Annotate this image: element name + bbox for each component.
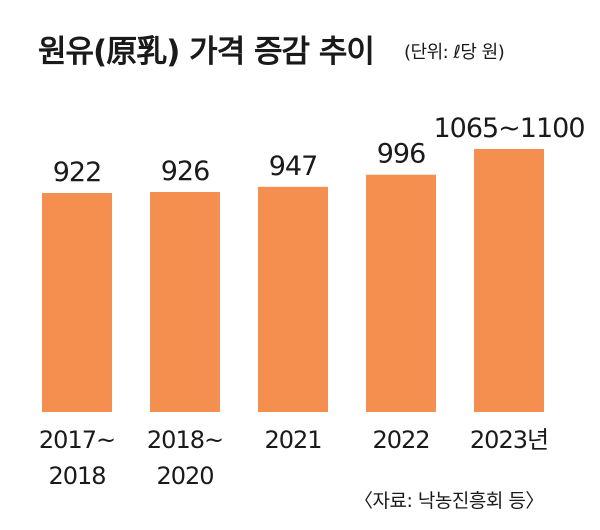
bar-2: [258, 186, 328, 412]
bar-3: [366, 174, 436, 412]
bar-1: [150, 192, 220, 412]
category-label-0-1: 2018: [48, 462, 105, 490]
value-label-1: 926: [161, 156, 210, 187]
category-label-1-0: 2018~: [147, 426, 223, 454]
bar-0: [42, 193, 112, 412]
category-label-2-0: 2021: [264, 426, 321, 454]
chart-title: 원유(原乳) 가격 증감 추이: [38, 34, 375, 70]
unit-note: (단위: ℓ당 원): [404, 42, 505, 63]
category-label-4-0: 2023년: [470, 426, 548, 454]
value-label-4: 1065~1100: [433, 113, 584, 144]
category-label-3-0: 2022: [372, 426, 429, 454]
value-label-0: 922: [53, 157, 102, 188]
value-label-2: 947: [269, 151, 318, 182]
category-label-1-1: 2020: [156, 462, 213, 490]
category-label-0-0: 2017~: [39, 426, 115, 454]
bar-4: [474, 149, 544, 412]
value-label-3: 996: [377, 139, 426, 170]
source-note: 〈자료: 낙농진흥회 등〉: [354, 490, 544, 512]
